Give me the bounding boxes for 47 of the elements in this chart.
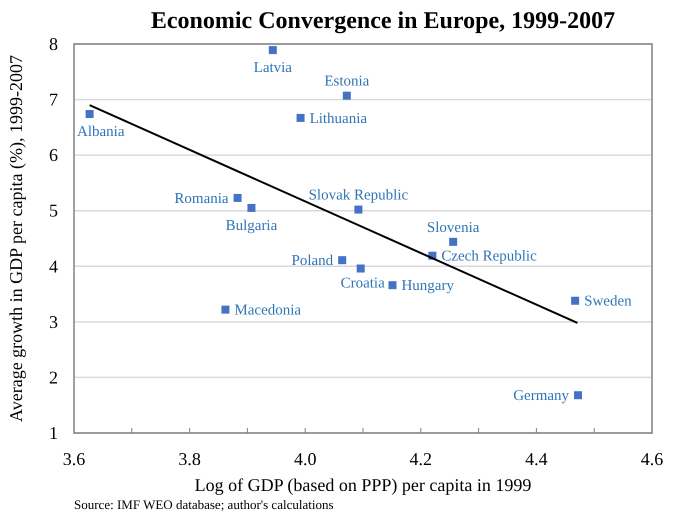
annotation: Sweden (584, 294, 632, 310)
x-tick-label: 3.8 (178, 449, 201, 469)
point (247, 204, 256, 212)
y-axis-title: Average growth in GDP per capita (%), 1999-2007 (6, 55, 26, 422)
point (449, 238, 458, 246)
annotation: Estonia (324, 74, 370, 90)
y-tick-label: 3 (49, 312, 58, 332)
annotation: Poland (292, 253, 334, 270)
x-tick-label: 3.6 (62, 449, 86, 469)
point (354, 206, 362, 214)
y-tick-label: 7 (49, 90, 58, 110)
annotation: Lithuania (310, 110, 368, 127)
point (296, 114, 305, 122)
y-tick-label: 1 (49, 423, 58, 443)
annotation: Slovak Republic (308, 188, 408, 204)
annotation: Croatia (340, 276, 386, 292)
x-tick-label: 4.0 (294, 449, 316, 469)
point (268, 46, 277, 54)
annotation: Hungary (401, 278, 454, 294)
y-tick-label: 4 (49, 256, 58, 276)
annotation: Bulgaria (226, 218, 278, 234)
point (388, 281, 396, 290)
annotation: Macedonia (234, 302, 302, 319)
point (234, 194, 242, 202)
annotation: Slovenia (426, 220, 480, 236)
point (221, 306, 230, 314)
annotation: Czech Republic (441, 248, 538, 265)
y-tick-label: 5 (49, 200, 58, 221)
annotation: Germany (513, 388, 570, 404)
annotation: Latvia (254, 60, 292, 76)
point (86, 110, 94, 118)
chart-title: Economic Convergence in Europe, 1999-2007 (150, 8, 616, 34)
point (571, 296, 580, 305)
point (574, 391, 582, 400)
source-note: Source: IMF WEO database; author's calculations (74, 497, 334, 512)
point (342, 92, 351, 100)
x-tick-label: 4.2 (410, 449, 432, 469)
y-tick-label: 6 (49, 145, 58, 166)
annotation: Romania (174, 190, 229, 207)
x-tick-label: 4.4 (525, 449, 548, 469)
point (338, 256, 346, 264)
point (356, 264, 365, 273)
y-tick-label: 2 (49, 367, 58, 388)
x-axis-title: Log of GDP (based on PPP) per capita in 1999 (194, 475, 532, 495)
y-tick-label: 8 (49, 34, 58, 54)
annotation: Albania (77, 124, 125, 140)
x-tick-label: 4.6 (640, 449, 664, 469)
